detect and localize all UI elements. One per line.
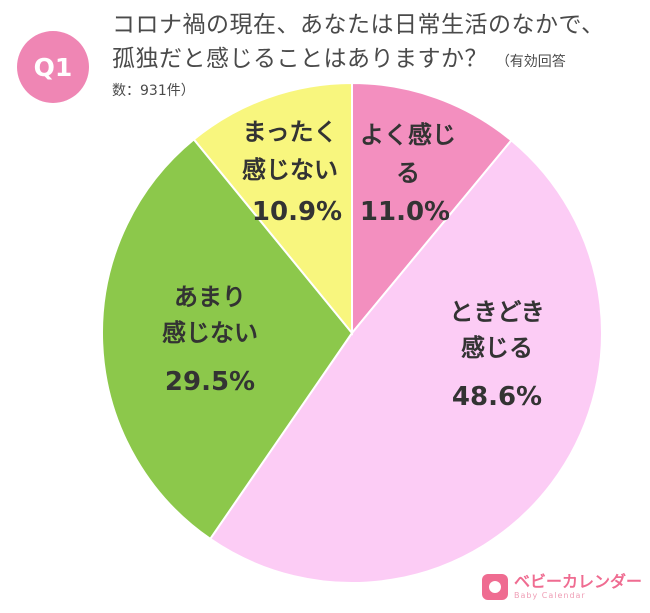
logo-main-text: ベビーカレンダー (514, 572, 643, 591)
slice-label-amari-kanjinai-line1: あまり (174, 283, 246, 311)
slice-label-tokidoki-kanjiru-line1: ときどき (449, 298, 544, 326)
pie-slice-amari-kanjinai (101, 137, 354, 541)
pie-slice-yoku-kanjiru (351, 81, 513, 336)
slice-value-mattaku-kanjinai: 10.9% (252, 197, 342, 227)
question-line2: 孤独だと感じることはありますか？ (112, 46, 488, 72)
question-badge: Q1 (17, 31, 89, 103)
slice-value-yoku-kanjiru: 11.0% (360, 197, 450, 227)
pie-slice-tokidoki-kanjiru (208, 138, 603, 584)
question-line1: コロナ禍の現在、あなたは日常生活のなかで、 (112, 12, 605, 38)
calendar-icon (482, 574, 508, 600)
slice-label-tokidoki-kanjiru-line2: 感じる (461, 334, 533, 362)
slice-label-yoku-kanjiru-line2: る (396, 159, 420, 187)
question-title: コロナ禍の現在、あなたは日常生活のなかで、 孤独だと感じることはありますか？ （… (112, 8, 642, 79)
slice-value-amari-kanjinai: 29.5% (165, 367, 255, 397)
baby-calendar-logo: ベビーカレンダー Baby Calendar (482, 567, 642, 607)
response-count-note-part2: 数：931件） (112, 83, 195, 99)
slice-label-mattaku-kanjinai-line2: 感じない (242, 156, 338, 184)
response-count-note-part1: （有効回答 (495, 54, 566, 70)
slice-label-mattaku-kanjinai-line1: まったく (242, 118, 337, 146)
pie-slice-mattaku-kanjinai (192, 81, 353, 336)
slice-label-yoku-kanjiru-line1: よく感じ (360, 121, 456, 149)
question-number: Q1 (33, 52, 73, 82)
slice-label-amari-kanjinai-line2: 感じない (162, 319, 258, 347)
slice-value-tokidoki-kanjiru: 48.6% (452, 382, 542, 412)
logo-sub-text: Baby Calendar (514, 591, 586, 600)
